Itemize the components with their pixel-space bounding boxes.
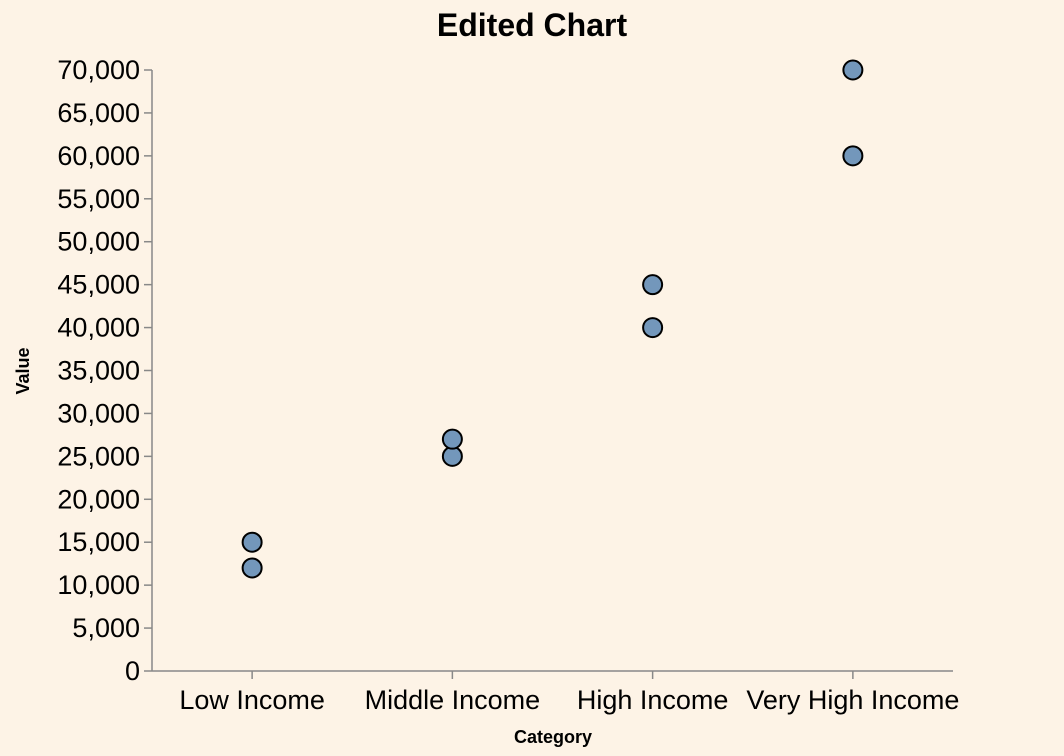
y-tick-label: 20,000: [57, 484, 140, 514]
data-points: [241, 59, 864, 579]
x-tick-label: Low Income: [179, 685, 325, 715]
data-point[interactable]: [441, 428, 463, 450]
data-point[interactable]: [241, 557, 263, 579]
x-axis: Low Income Middle Income High Income Very H…: [152, 670, 959, 715]
y-tick-label: 40,000: [57, 313, 140, 343]
y-tick-label: 65,000: [57, 98, 140, 128]
y-tick-label: 70,000: [57, 55, 140, 85]
y-tick-label: 45,000: [57, 270, 140, 300]
data-point[interactable]: [842, 145, 864, 167]
y-tick-label: 50,000: [57, 227, 140, 257]
y-tick-label: 55,000: [57, 184, 140, 214]
y-tick-label: 10,000: [57, 570, 140, 600]
y-tick-label: 30,000: [57, 398, 140, 428]
y-tick-label: 15,000: [57, 527, 140, 557]
data-point[interactable]: [441, 445, 463, 467]
y-tick-label: 5,000: [72, 613, 140, 643]
y-axis: 0 5,000 10,000 15,000 20,000 25,000 30,000 35,0…: [57, 55, 153, 686]
y-tick-label: 35,000: [57, 356, 140, 386]
data-point[interactable]: [642, 317, 664, 339]
y-axis-title: Value: [13, 347, 33, 394]
x-tick-label: High Income: [577, 685, 729, 715]
data-point[interactable]: [642, 274, 664, 296]
data-point[interactable]: [842, 59, 864, 81]
x-axis-title: Category: [514, 727, 592, 747]
data-point[interactable]: [241, 531, 263, 553]
y-tick-label: 25,000: [57, 441, 140, 471]
chart-title: Edited Chart: [437, 7, 628, 43]
x-tick-label: Very High Income: [746, 685, 959, 715]
y-tick-label: 60,000: [57, 141, 140, 171]
x-tick-label: Middle Income: [365, 685, 541, 715]
y-tick-label: 0: [125, 656, 140, 686]
